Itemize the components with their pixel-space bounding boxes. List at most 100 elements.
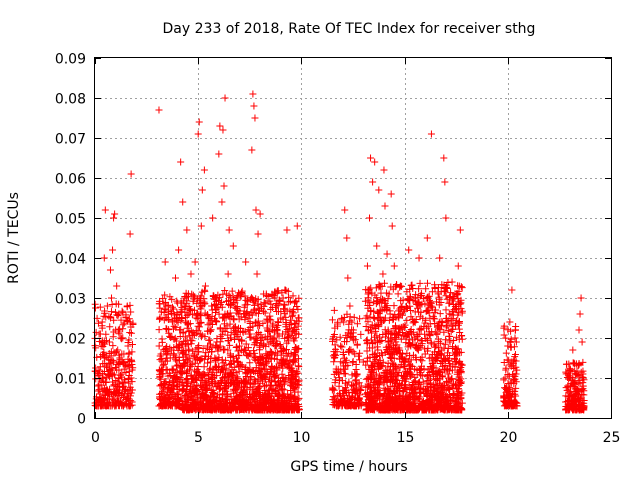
data-point [334, 322, 342, 330]
data-point [180, 337, 188, 345]
data-point [95, 381, 103, 389]
data-point [248, 146, 256, 154]
data-point [187, 270, 195, 278]
data-point [111, 210, 119, 218]
y-tick-label: 0.07 [55, 132, 86, 148]
data-point [234, 347, 242, 355]
data-point [287, 316, 295, 324]
data-point [209, 214, 217, 222]
data-point [383, 250, 391, 258]
data-point [231, 299, 239, 307]
data-point [185, 303, 193, 311]
data-point [185, 310, 193, 318]
data-point [219, 126, 227, 134]
data-point [295, 317, 303, 325]
data-point [282, 319, 290, 327]
data-point [108, 300, 116, 308]
data-point [186, 306, 194, 314]
data-point [273, 327, 281, 335]
data-point [101, 307, 109, 315]
data-point [193, 299, 201, 307]
data-point [168, 295, 176, 303]
data-point [202, 404, 210, 412]
data-point [268, 399, 276, 407]
data-point [227, 359, 235, 367]
data-point [335, 374, 343, 382]
data-point [377, 289, 385, 297]
data-point [264, 368, 272, 376]
data-point [224, 270, 232, 278]
data-point [194, 130, 202, 138]
data-point [215, 310, 223, 318]
data-point [111, 389, 119, 397]
data-point [282, 286, 290, 294]
data-point [182, 376, 190, 384]
data-point [254, 377, 262, 385]
data-point [194, 315, 202, 323]
data-point [254, 300, 262, 308]
data-point [215, 403, 223, 411]
data-point [126, 230, 134, 238]
data-point [273, 349, 281, 357]
data-point [264, 324, 272, 332]
data-point [191, 258, 199, 266]
data-point [218, 331, 226, 339]
data-point [105, 355, 113, 363]
data-point [117, 391, 125, 399]
data-point [511, 334, 519, 342]
data-point [238, 287, 246, 295]
data-point [252, 295, 260, 303]
data-point [348, 371, 356, 379]
data-point [163, 342, 171, 350]
data-point [92, 344, 100, 352]
data-point [290, 324, 298, 332]
data-point [248, 294, 256, 302]
data-point [275, 332, 283, 340]
data-point [182, 313, 190, 321]
x-tick-label: 10 [293, 430, 311, 446]
data-point [226, 341, 234, 349]
data-point [241, 327, 249, 335]
data-point [293, 345, 301, 353]
data-point [220, 374, 228, 382]
data-point [234, 306, 242, 314]
data-point [166, 354, 174, 362]
data-point [178, 315, 186, 323]
data-point [195, 118, 203, 126]
data-point [193, 312, 201, 320]
data-point [128, 340, 136, 348]
data-point [200, 363, 208, 371]
data-point [282, 287, 290, 295]
data-point [502, 334, 510, 342]
data-point [237, 402, 245, 410]
data-point [204, 359, 212, 367]
data-point [91, 300, 99, 308]
data-point [193, 367, 201, 375]
data-point [267, 305, 275, 313]
data-point [200, 298, 208, 306]
data-point [415, 254, 423, 262]
data-point [109, 333, 117, 341]
data-point [214, 391, 222, 399]
data-point [262, 299, 270, 307]
data-point [158, 399, 166, 407]
y-tick-label: 0 [77, 412, 86, 428]
data-point [218, 395, 226, 403]
data-point [245, 367, 253, 375]
data-point [160, 360, 168, 368]
data-point [250, 341, 258, 349]
data-point [109, 356, 117, 364]
data-point [197, 319, 205, 327]
data-point [215, 385, 223, 393]
data-point [257, 301, 265, 309]
data-point [294, 314, 302, 322]
data-point [191, 293, 199, 301]
data-point [261, 374, 269, 382]
data-point [226, 320, 234, 328]
data-point [171, 274, 179, 282]
data-point [366, 214, 374, 222]
data-point [161, 378, 169, 386]
data-point [575, 326, 583, 334]
data-point [286, 297, 294, 305]
data-point [275, 406, 283, 414]
